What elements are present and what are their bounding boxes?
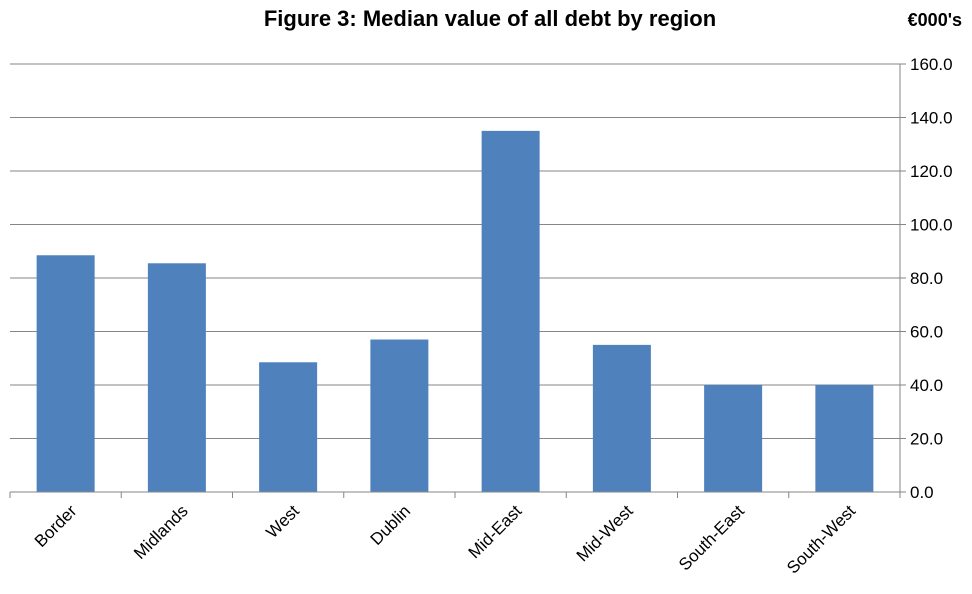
axes — [9, 63, 906, 498]
x-tick-label: Mid-West — [573, 501, 637, 565]
y-tick-label: 160.0 — [910, 55, 953, 74]
x-tick-label: Dublin — [367, 501, 415, 549]
y-tick-label: 120.0 — [910, 162, 953, 181]
y-tick-label: 80.0 — [910, 269, 943, 288]
bar-south-east — [704, 385, 763, 492]
y-tick-label: 60.0 — [910, 323, 943, 342]
bar-mid-west — [592, 344, 651, 492]
x-tick-label: South-West — [783, 501, 859, 577]
x-tick-label: West — [262, 501, 303, 542]
y-unit-label: €000's — [907, 10, 962, 30]
y-tick-label: 140.0 — [910, 109, 953, 128]
x-tick-labels: Border Midlands West Dublin Mid-East Mid-West… — [31, 501, 859, 577]
x-tick-label: Midlands — [130, 501, 192, 563]
bar-dublin — [370, 339, 429, 492]
bar-border — [36, 255, 95, 492]
bars — [36, 130, 874, 492]
y-tick-label: 20.0 — [910, 430, 943, 449]
x-tick-label: Mid-East — [465, 501, 526, 562]
y-tick-labels: 0.0 20.0 40.0 60.0 80.0 100.0 120.0 140.0 160.0 — [910, 55, 953, 502]
y-tick-label: 0.0 — [910, 483, 934, 502]
y-tick-label: 40.0 — [910, 376, 943, 395]
y-tick-label: 100.0 — [910, 216, 953, 235]
bar-south-west — [815, 385, 874, 492]
chart-title: Figure 3: Median value of all debt by re… — [263, 6, 717, 31]
bar-midlands — [147, 263, 206, 492]
x-tick-label: South-East — [675, 501, 748, 574]
x-tick-label: Border — [31, 501, 81, 551]
gridlines — [10, 63, 900, 439]
bar-west — [259, 362, 318, 492]
bar-mid-east — [481, 130, 540, 492]
